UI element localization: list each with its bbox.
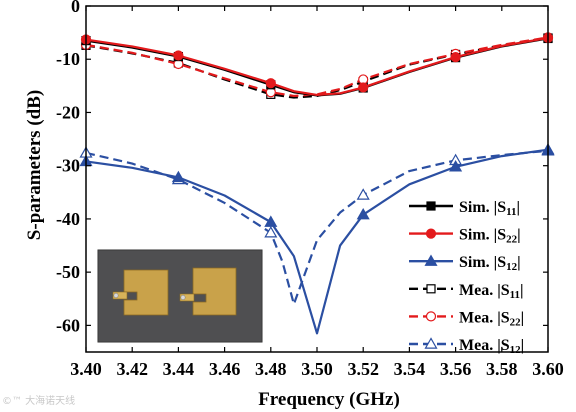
series-marker xyxy=(356,188,370,200)
legend-label: Mea. |S11| xyxy=(459,282,524,301)
legend-label: Sim. |S22| xyxy=(459,227,521,246)
legend-entry: Sim. |S12| xyxy=(409,254,521,273)
series-line xyxy=(85,36,549,99)
series-3 xyxy=(81,33,553,99)
x-tick-label: 3.44 xyxy=(163,359,195,379)
x-tick-label: 3.50 xyxy=(301,359,333,379)
series-marker xyxy=(356,207,370,220)
legend-marker xyxy=(425,311,437,322)
legend-marker xyxy=(424,337,438,349)
x-axis-title: Frequency (GHz) xyxy=(258,389,400,410)
legend-entry: Mea. |S11| xyxy=(409,282,524,301)
legend-entry: Mea. |S22| xyxy=(409,309,524,328)
x-tick-label: 3.40 xyxy=(70,359,102,379)
y-tick-label: -50 xyxy=(56,262,80,282)
y-axis-title: S-parameters (dB) xyxy=(24,90,45,240)
legend-label: Mea. |S12| xyxy=(459,337,524,356)
legend-entry: Sim. |S22| xyxy=(409,227,521,246)
watermark: ©™ 大海诺天线 xyxy=(2,396,76,407)
x-tick-label: 3.42 xyxy=(116,359,148,379)
series-line xyxy=(85,36,549,96)
series-marker xyxy=(449,160,463,172)
series-line xyxy=(85,36,549,98)
x-tick-label: 3.48 xyxy=(255,359,287,379)
series-4 xyxy=(80,32,554,98)
y-tick-label: -40 xyxy=(56,209,80,229)
x-tick-label: 3.54 xyxy=(394,359,426,379)
legend-entry: Sim. |S11| xyxy=(409,199,520,218)
legend-label: Sim. |S12| xyxy=(459,254,521,273)
series-marker xyxy=(358,82,369,93)
legend-marker xyxy=(424,254,438,266)
series-marker xyxy=(264,215,278,227)
x-tick-label: 3.58 xyxy=(486,359,518,379)
antenna-prototype-photo xyxy=(97,249,263,343)
series-marker xyxy=(450,52,461,63)
legend: Sim. |S11| Sim. |S22| Sim. |S12| Mea. |S11|… xyxy=(404,190,548,356)
legend-marker xyxy=(426,201,436,211)
axes: 3.40 3.42 3.44 3.46 3.48 3.50 3.52 3.54 3.56 3.58… xyxy=(56,0,564,379)
y-tick-label: -30 xyxy=(56,156,80,176)
y-tick-label: -10 xyxy=(56,49,80,69)
series-marker xyxy=(171,170,185,183)
legend-label: Sim. |S11| xyxy=(459,199,520,218)
legend-background xyxy=(404,190,548,350)
x-tick-label: 3.56 xyxy=(440,359,472,379)
series-line xyxy=(85,37,549,97)
legend-label: Mea. |S22| xyxy=(459,309,524,328)
y-tick-label: 0 xyxy=(71,0,80,16)
x-tick-label: 3.46 xyxy=(209,359,241,379)
legend-marker xyxy=(425,228,437,239)
legend-marker xyxy=(426,284,436,294)
x-tick-label: 3.60 xyxy=(532,359,564,379)
series-marker xyxy=(173,50,184,61)
series-1 xyxy=(80,32,554,96)
series-0 xyxy=(81,33,553,97)
series-2 xyxy=(79,143,555,335)
legend-entry: Mea. |S12| xyxy=(409,337,524,356)
series-marker xyxy=(264,226,278,238)
series-line xyxy=(85,149,549,306)
y-tick-label: -60 xyxy=(56,315,80,335)
series-marker xyxy=(265,78,276,89)
x-tick-label: 3.52 xyxy=(347,359,379,379)
y-tick-label: -20 xyxy=(56,102,80,122)
